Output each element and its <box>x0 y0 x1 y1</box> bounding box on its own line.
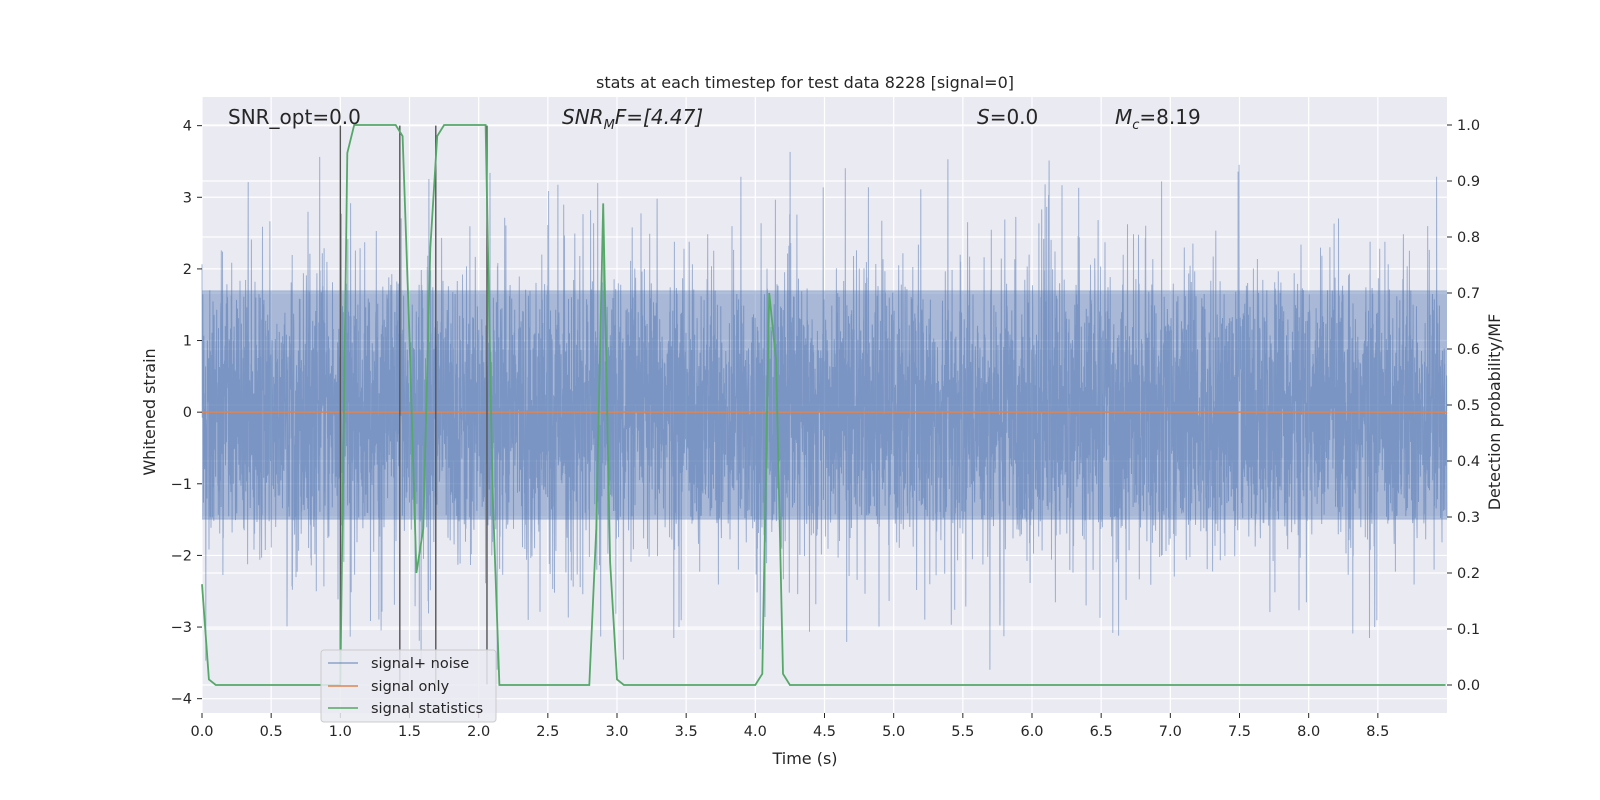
x-tick-label: 3.5 <box>675 724 698 740</box>
mc-sub: c <box>1132 118 1139 133</box>
y-right-tick-label: 0.9 <box>1457 174 1480 190</box>
x-tick-label: 6.5 <box>1090 724 1113 740</box>
x-tick-label: 1.0 <box>329 724 352 740</box>
s-annotation: S=0.0 <box>977 105 1038 129</box>
ticks: 0.0 0.5 1.0 1.5 2.0 2.5 3.0 3.5 4.0 4.5 5.0 5.5 6.0 6… <box>171 118 1480 740</box>
signal-statistics-series <box>201 124 1446 686</box>
y-right-tick-label: 0.2 <box>1457 566 1480 582</box>
mc-annotation: Mc=8.19 <box>1115 105 1201 133</box>
snr-opt-annotation: SNR_opt=0.0 <box>228 105 361 129</box>
y-left-tick-label: 1 <box>183 334 192 350</box>
x-tick-label: 8.5 <box>1366 724 1389 740</box>
x-tick-label: 4.5 <box>813 724 836 740</box>
y-left-tick-label: 0 <box>183 405 192 421</box>
y-left-tick-label: 4 <box>183 119 192 135</box>
chart-title: stats at each timestep for test data 822… <box>596 73 1014 92</box>
legend: signal+ noise signal only signal statist… <box>320 649 497 723</box>
x-tick-label: 7.0 <box>1159 724 1182 740</box>
y-axis-left-label: Whitened strain <box>140 348 159 475</box>
x-tick-label: 0.0 <box>190 724 213 740</box>
y-right-tick-label: 0.4 <box>1457 454 1480 470</box>
x-tick-label: 4.0 <box>744 724 767 740</box>
snr-mf-annotation: SNRMF=[4.47] <box>562 105 703 133</box>
x-axis-label: Time (s) <box>771 749 837 768</box>
legend-label-signal-noise: signal+ noise <box>371 656 469 672</box>
y-left-tick-label: −1 <box>171 477 192 493</box>
x-tick-label: 0.5 <box>260 724 283 740</box>
x-tick-label: 1.5 <box>398 724 421 740</box>
y-right-tick-label: 0.1 <box>1457 622 1480 638</box>
y-right-tick-label: 0.6 <box>1457 342 1480 358</box>
y-right-tick-label: 0.0 <box>1457 678 1480 694</box>
signal-noise-band <box>202 290 1447 520</box>
y-right-tick-label: 0.5 <box>1457 398 1480 414</box>
signal-statistics-line <box>201 124 1446 686</box>
x-tick-label: 7.5 <box>1228 724 1251 740</box>
y-left-tick-label: −3 <box>171 620 192 636</box>
legend-label-signal-only: signal only <box>371 679 450 695</box>
snr-mf-sub: M <box>604 118 615 133</box>
legend-label-signal-statistics: signal statistics <box>371 701 483 717</box>
mc-rest: =8.19 <box>1139 105 1200 129</box>
legend-box <box>320 649 497 723</box>
snr-mf-main: SNR <box>562 105 604 129</box>
y-right-tick-label: 1.0 <box>1457 118 1480 134</box>
y-axis-right-label: Detection probability/MF <box>1485 314 1504 511</box>
signal-noise-line <box>201 151 1448 670</box>
s-rest: =0.0 <box>990 105 1039 129</box>
x-tick-label: 2.5 <box>536 724 559 740</box>
snr-mf-rest: F=[4.47] <box>615 105 703 129</box>
y-right-tick-label: 0.3 <box>1457 510 1480 526</box>
x-tick-label: 2.0 <box>467 724 490 740</box>
y-left-tick-label: −2 <box>171 548 192 564</box>
y-left-tick-label: 3 <box>183 190 192 206</box>
s-main: S <box>977 105 990 129</box>
x-tick-label: 3.0 <box>605 724 628 740</box>
y-left-tick-label: −4 <box>171 692 192 708</box>
x-tick-label: 8.0 <box>1297 724 1320 740</box>
y-right-tick-label: 0.8 <box>1457 230 1480 246</box>
x-tick-label: 5.0 <box>882 724 905 740</box>
x-tick-label: 5.5 <box>951 724 974 740</box>
y-left-tick-label: 2 <box>183 262 192 278</box>
mc-main: M <box>1115 105 1132 129</box>
y-right-tick-label: 0.7 <box>1457 286 1480 302</box>
x-tick-label: 6.0 <box>1020 724 1043 740</box>
